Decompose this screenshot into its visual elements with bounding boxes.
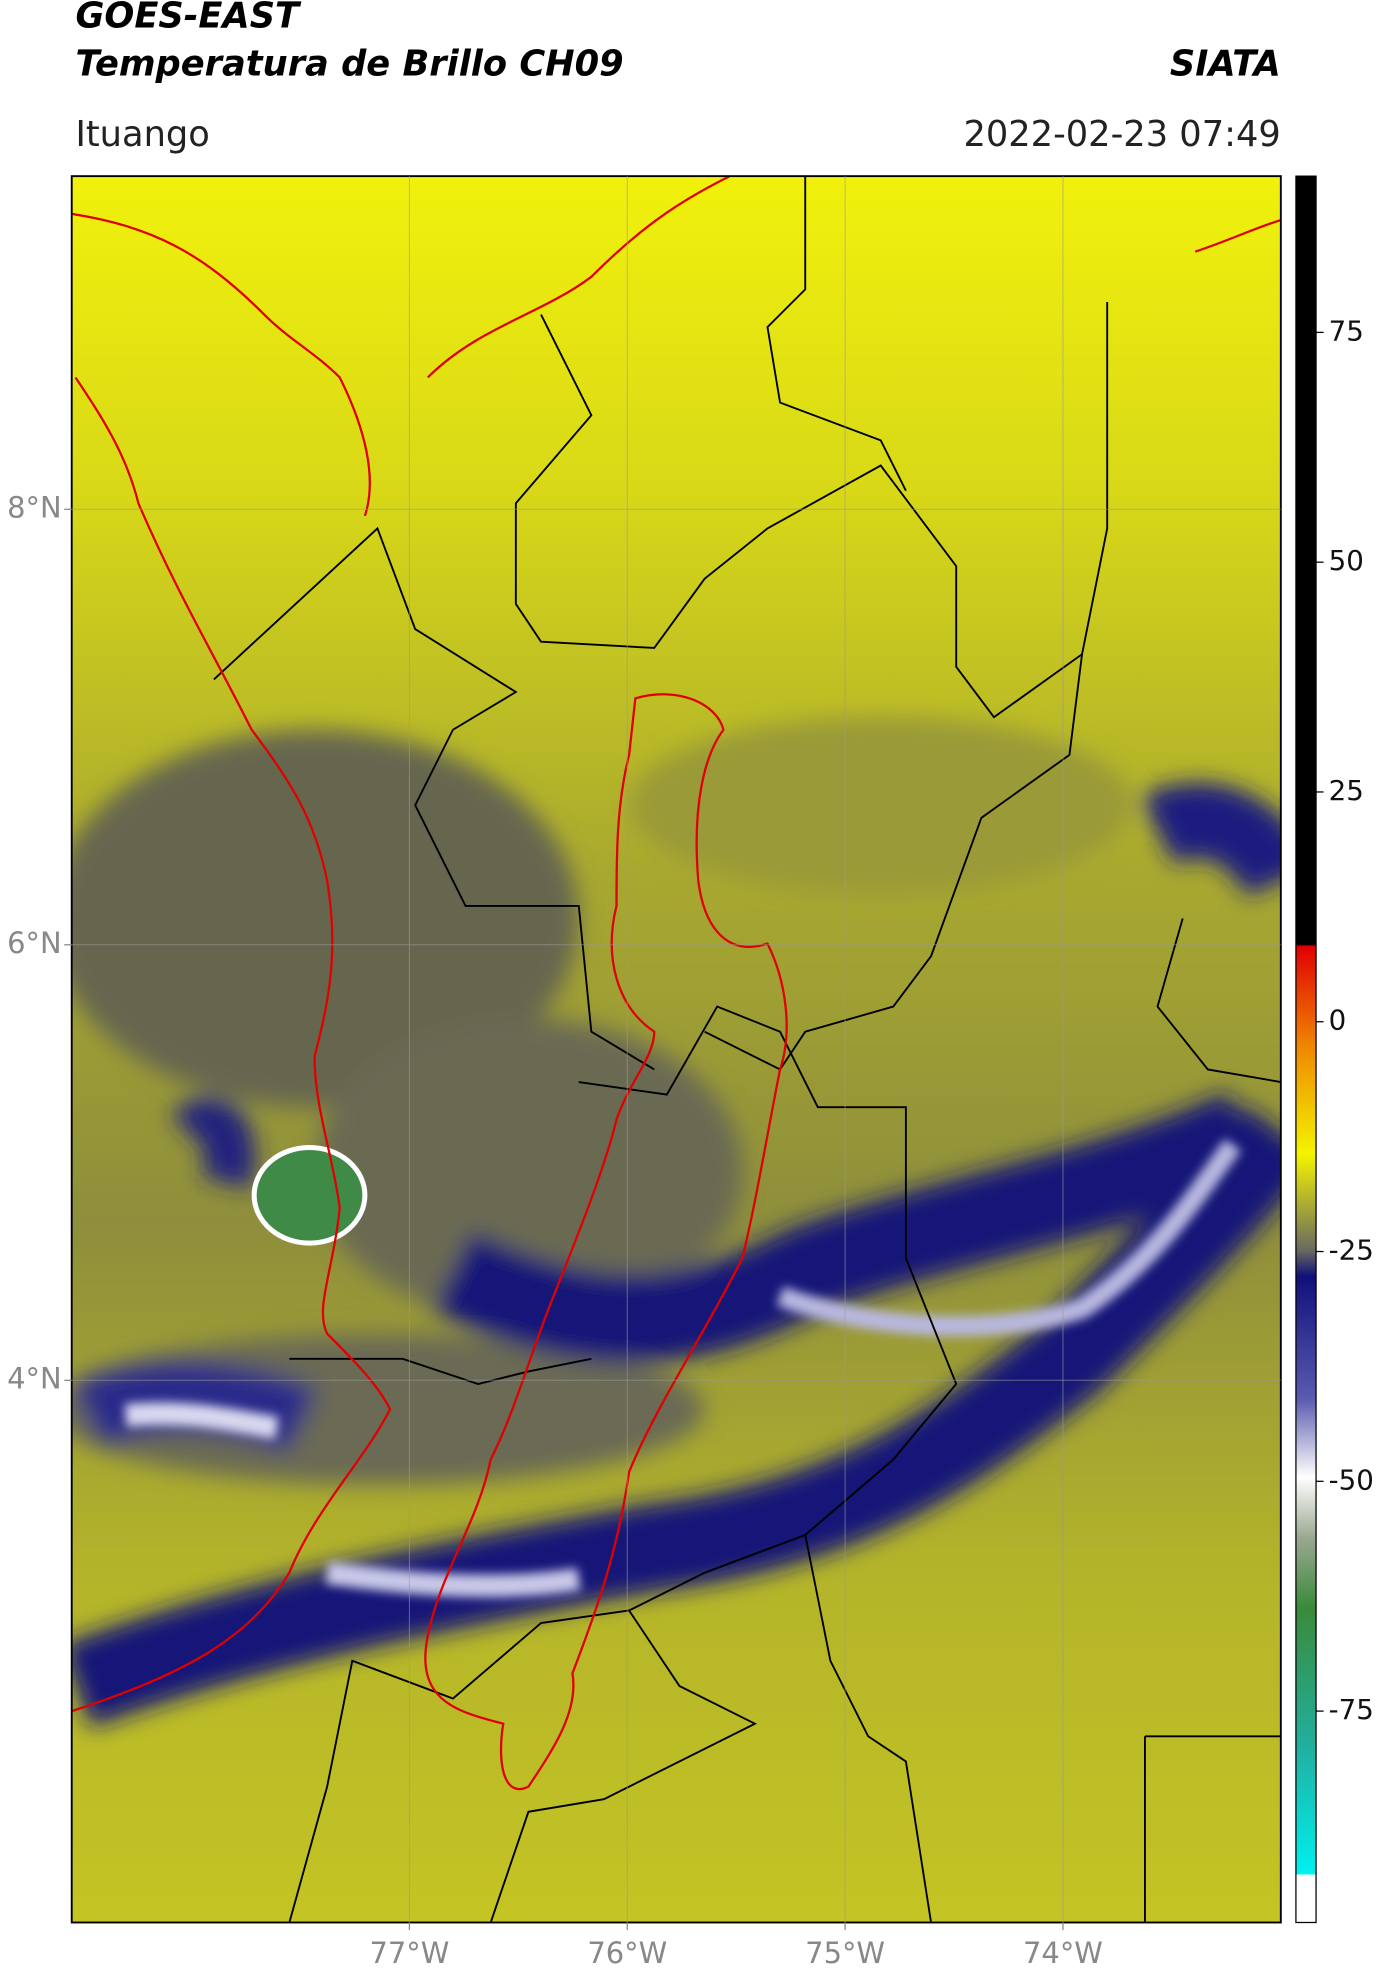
x-tick-label: 74°W <box>1023 1936 1103 1970</box>
x-tick-label: 76°W <box>587 1936 667 1970</box>
title: GOES-EAST <box>75 0 302 37</box>
y-tick-label: 8°N <box>7 490 62 524</box>
y-tick-label: 4°N <box>7 1361 62 1395</box>
source: SIATA <box>1170 43 1281 84</box>
coastline <box>71 176 1281 1790</box>
map-image <box>71 176 1281 1923</box>
x-tick-label: 77°W <box>369 1936 449 1970</box>
location: Ituango <box>75 114 209 155</box>
colorbar <box>1295 175 1317 1924</box>
y-tick-label: 6°N <box>7 926 62 960</box>
colorbar-tick-label: -25 <box>1329 1234 1374 1267</box>
subtitle: Temperatura de Brillo CH09 <box>75 43 623 84</box>
x-tick-label: 75°W <box>805 1936 885 1970</box>
cold-spot <box>251 1144 368 1246</box>
admin-borders <box>213 176 1281 1923</box>
map-frame <box>70 175 1282 1924</box>
colorbar-tick-label: 25 <box>1329 774 1364 807</box>
colorbar-tick-label: 75 <box>1329 314 1364 347</box>
cold-tops <box>124 1138 1242 1598</box>
colorbar-tick-label: 50 <box>1329 544 1364 577</box>
cloud-field <box>71 717 1281 1728</box>
colorbar-tick-label: 0 <box>1329 1004 1347 1037</box>
datetime: 2022-02-23 07:49 <box>963 114 1280 155</box>
colorbar-tick-label: -75 <box>1329 1693 1374 1726</box>
colorbar-tick-label: -50 <box>1329 1463 1374 1496</box>
